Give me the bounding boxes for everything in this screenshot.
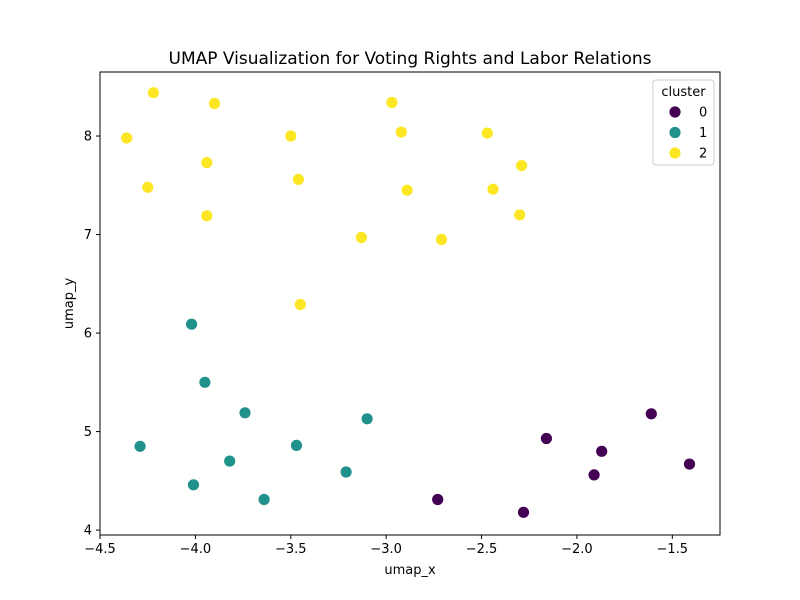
y-axis: 4 5 6 7 8 — [84, 130, 100, 539]
plot-frame — [99, 71, 721, 536]
scatter-point — [223, 454, 237, 468]
scatter-point — [185, 317, 199, 331]
scatter-point — [385, 96, 399, 109]
scatter-point — [146, 86, 160, 100]
scatter-point — [120, 131, 134, 145]
legend-entry-label: 1 — [699, 126, 707, 141]
x-tick-label: −2.0 — [561, 542, 593, 557]
scatter-point — [354, 231, 368, 244]
legend-marker — [668, 126, 682, 139]
scatter-point — [513, 208, 527, 222]
y-tick-label: 4 — [84, 524, 92, 539]
scatter-point — [293, 298, 307, 311]
scatter-point — [339, 465, 353, 479]
scatter-point — [517, 505, 530, 519]
scatter-point — [683, 457, 696, 471]
y-tick-label: 5 — [84, 425, 92, 440]
legend-marker — [668, 105, 682, 119]
scatter-point — [257, 493, 271, 506]
scatter-point — [200, 209, 214, 223]
scatter-point — [208, 97, 221, 110]
x-tick-label: −3.0 — [370, 542, 402, 557]
scatter-point — [644, 407, 658, 421]
scatter-point — [133, 439, 147, 453]
y-tick-label: 7 — [84, 228, 92, 243]
x-tick-label: −1.5 — [657, 542, 689, 557]
legend-title: cluster — [661, 85, 706, 100]
scatter-point — [291, 172, 305, 186]
x-tick-label: −2.5 — [466, 542, 498, 557]
scatter-point — [515, 159, 528, 173]
scatter-point — [587, 468, 601, 482]
scatter-point — [431, 493, 445, 506]
legend-entry-label: 2 — [699, 147, 707, 162]
scatter-point — [595, 444, 609, 458]
scatter-point — [284, 129, 298, 143]
scatter-point — [435, 233, 448, 246]
scatter-point — [360, 412, 374, 426]
x-axis: −4.5 −4.0 −3.5 −3.0 −2.5 −2.0 −1.5 — [84, 535, 688, 557]
chart-title: UMAP Visualization for Voting Rights and… — [169, 49, 652, 69]
y-tick-label: 8 — [84, 130, 92, 145]
scatter-point — [141, 180, 155, 194]
scatter-point — [200, 156, 214, 170]
x-axis-label: umap_x — [384, 563, 436, 578]
plot-points — [120, 86, 696, 519]
legend-entries: 0 1 2 — [668, 105, 707, 162]
x-tick-label: −3.5 — [275, 542, 307, 557]
y-tick-label: 6 — [84, 327, 92, 342]
x-tick-label: −4.5 — [84, 542, 116, 557]
legend-marker — [668, 146, 682, 160]
y-axis-label: umap_y — [62, 278, 77, 330]
scatter-point — [394, 125, 408, 139]
legend-entry-label: 0 — [699, 106, 707, 121]
scatter-point — [486, 182, 500, 196]
scatter-point — [480, 126, 494, 140]
legend-box — [652, 79, 715, 166]
legend: cluster 0 1 2 — [652, 79, 715, 166]
scatter-point — [187, 478, 200, 492]
scatter-point — [290, 438, 303, 452]
x-tick-label: −4.0 — [180, 542, 212, 557]
scatter-point — [400, 183, 414, 197]
scatter-point — [238, 406, 252, 420]
scatter-point — [540, 432, 553, 445]
scatter-point — [198, 375, 212, 389]
